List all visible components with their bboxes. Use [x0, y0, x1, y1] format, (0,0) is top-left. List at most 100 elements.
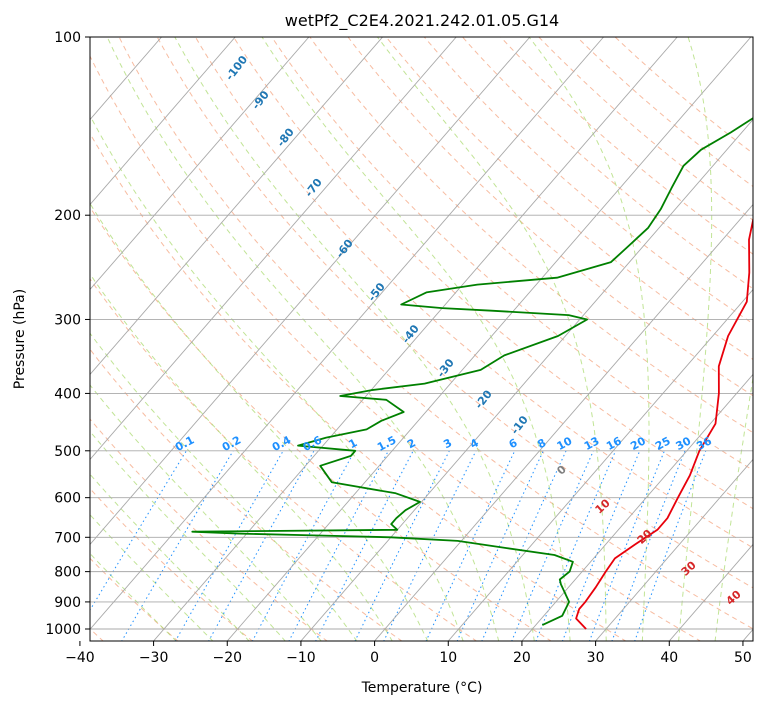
x-tick-label: −20	[213, 650, 243, 666]
dry-adiabat-line	[90, 418, 328, 641]
dry-adiabat-line	[156, 37, 753, 589]
chart-title: wetPf2_C2E4.2021.242.01.05.G14	[285, 11, 559, 31]
moist-adiabat-line	[90, 114, 464, 641]
y-tick-label: 300	[54, 313, 81, 329]
isotherm-line	[90, 37, 383, 376]
mixing-ratio-label: 8	[535, 436, 548, 451]
isotherm-line	[90, 37, 310, 291]
x-tick-label: 20	[513, 650, 531, 666]
mixing-ratio-label: 13	[582, 434, 602, 453]
moist-adiabat-line	[90, 430, 286, 641]
isotherm-line	[595, 458, 753, 641]
mixing-ratio-label: 16	[604, 434, 624, 453]
x-tick-label: 10	[439, 650, 457, 666]
mixing-ratio-label: 25	[653, 434, 673, 453]
isotherm-line	[90, 37, 236, 206]
mixing-ratio-line	[90, 450, 187, 612]
moist-adiabat-line	[528, 37, 650, 641]
temperature-profile-line	[575, 216, 753, 630]
dry-adiabat-label: -40	[399, 322, 422, 346]
y-tick-label: 400	[54, 386, 81, 402]
dry-adiabat-line	[614, 37, 753, 155]
y-tick-label: 500	[54, 444, 81, 460]
dry-adiabat-line	[500, 37, 753, 255]
mixing-ratio-line	[174, 450, 284, 641]
moist-adiabat-line	[90, 384, 322, 641]
moist-adiabat-line	[106, 37, 500, 641]
y-tick-label: 600	[54, 491, 81, 507]
x-tick-label: 50	[734, 650, 752, 666]
dry-adiabat-line	[118, 37, 753, 630]
x-tick-label: 40	[660, 650, 678, 666]
dry-adiabat-label: -70	[302, 176, 325, 200]
mixing-ratio-line	[535, 450, 617, 641]
plot-frame	[89, 36, 754, 642]
mixing-ratio-label: 6	[507, 436, 520, 451]
isotherms	[90, 37, 753, 641]
moist-adiabat-label: 30	[679, 558, 699, 578]
moist-adiabat-line	[90, 513, 214, 641]
dry-adiabat-line	[90, 206, 552, 641]
x-tick-label: 0	[370, 650, 379, 666]
y-axis-ticks: 100 200 300 400 500 600 700 800 900 1000	[45, 30, 90, 638]
isotherm-line	[90, 37, 604, 631]
isotherm-line	[300, 118, 753, 641]
dry-adiabat-line	[347, 37, 753, 397]
mixing-ratio-lines	[90, 450, 707, 641]
mixing-ratio-line	[208, 450, 315, 641]
mixing-ratio-line	[121, 450, 234, 641]
mixing-ratio-label: 36	[694, 434, 714, 453]
mixing-ratio-line	[354, 450, 450, 641]
mixing-ratio-line	[288, 450, 389, 641]
dewpoint-profile-line	[191, 117, 753, 626]
x-tick-label: −40	[65, 650, 95, 666]
dry-adiabat-line	[309, 37, 753, 434]
moist-adiabat-label: 20	[635, 527, 655, 547]
dry-adiabat-label: -20	[472, 387, 495, 411]
dry-adiabat-line	[576, 37, 753, 188]
dry-adiabat-label: -10	[508, 413, 531, 437]
dry-adiabat-line	[233, 37, 753, 510]
y-tick-label: 1000	[45, 622, 81, 638]
mixing-ratio-label: 2	[405, 436, 418, 451]
moist-adiabat-label: 40	[724, 588, 744, 608]
moist-adiabat-line	[90, 273, 393, 641]
mixing-ratio-label: 4	[468, 436, 481, 451]
mixing-ratio-line	[561, 450, 641, 641]
moist-adiabat-line	[90, 202, 429, 641]
moist-adiabat-line	[174, 37, 535, 641]
y-tick-label: 800	[54, 565, 81, 581]
moist-adiabat-line	[714, 375, 753, 641]
mixing-ratio-label: 30	[674, 434, 694, 453]
mixing-ratio-label: 20	[628, 434, 648, 453]
mixing-ratio-label: 10	[555, 434, 575, 453]
dry-adiabat-line	[90, 55, 702, 641]
dry-adiabat-line	[194, 37, 753, 549]
dry-adiabat-line	[90, 132, 627, 641]
moist-adiabat-line	[90, 473, 250, 641]
mixing-ratio-line	[481, 450, 567, 641]
mixing-ratio-label: 3	[441, 436, 454, 451]
y-tick-label: 200	[54, 208, 81, 224]
dry-adiabat-label: -80	[274, 125, 297, 149]
mixing-ratio-line	[425, 450, 516, 641]
dry-adiabat-line	[385, 37, 753, 360]
isotherm-line	[668, 543, 753, 641]
x-tick-label: 30	[587, 650, 605, 666]
moist-adiabat-line	[261, 37, 571, 641]
isotherm-line	[226, 37, 752, 641]
isotherm-line	[374, 203, 753, 641]
x-tick-label: −30	[139, 650, 169, 666]
y-tick-label: 100	[54, 30, 81, 46]
moist-adiabat-line	[678, 37, 713, 641]
isobars	[90, 37, 753, 630]
dry-adiabat-line	[538, 37, 753, 221]
mixing-ratio-line	[383, 450, 477, 641]
dry-adiabat-labels: -100-90-80-70-60-50-40-30-20-10	[223, 53, 531, 437]
moist-adiabat-label: 0	[554, 463, 569, 478]
y-tick-label: 700	[54, 530, 81, 546]
isotherm-line	[90, 37, 457, 461]
dry-adiabat-line	[90, 487, 254, 641]
